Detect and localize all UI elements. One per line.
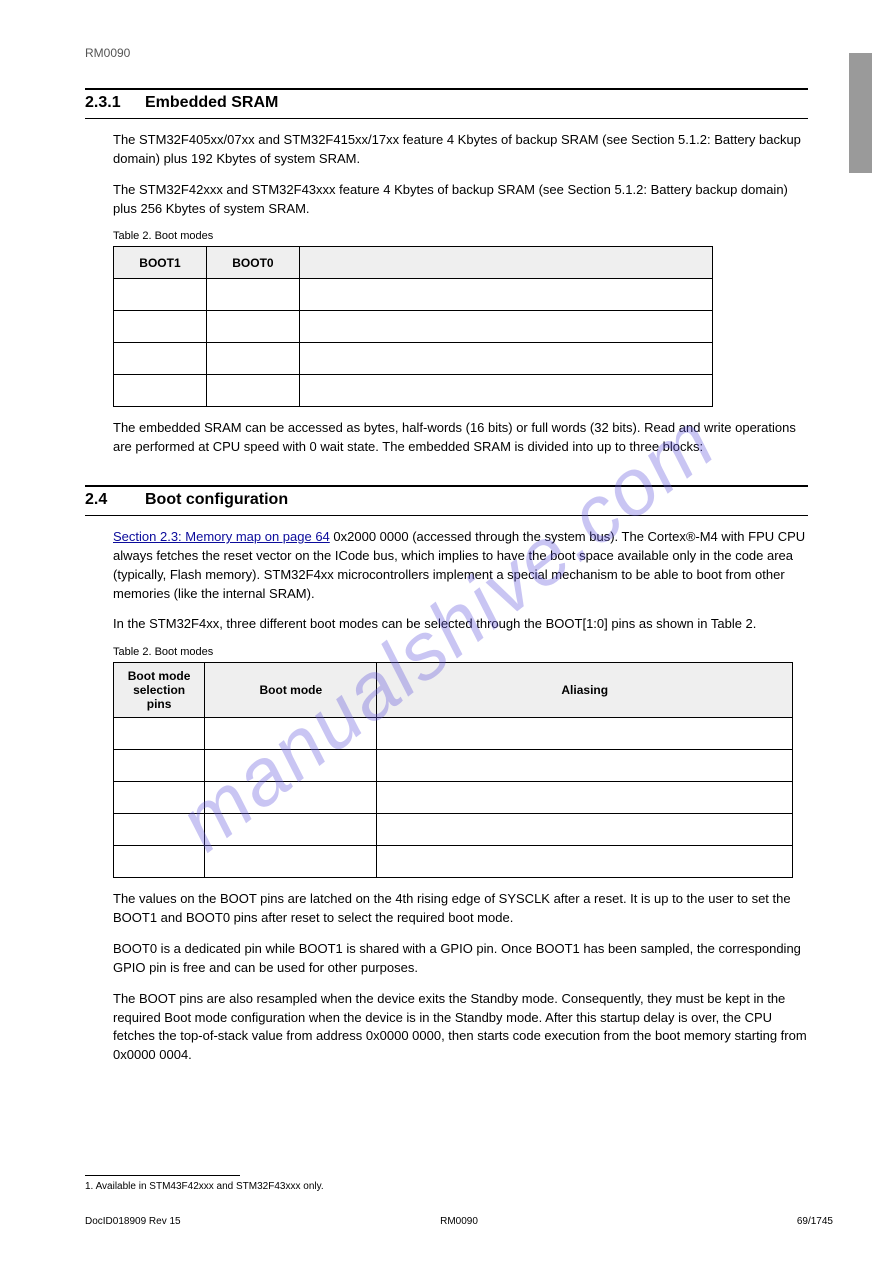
table-header-cell: BOOT1 xyxy=(114,247,207,279)
table-row xyxy=(114,311,713,343)
table-row xyxy=(114,279,713,311)
table-boot-modes-2: Boot mode selection pins Boot mode Alias… xyxy=(113,662,793,878)
paragraph: The BOOT pins are also resampled when th… xyxy=(85,990,808,1065)
table-header-cell: BOOT0 xyxy=(206,247,299,279)
table-row xyxy=(114,814,793,846)
table-caption: Table 2. Boot modes xyxy=(113,646,808,658)
section-heading-row: 2.3.1 Embedded SRAM xyxy=(85,90,808,118)
breadcrumb: RM0090 xyxy=(85,0,808,60)
paragraph: The values on the BOOT pins are latched … xyxy=(85,890,808,928)
table-row xyxy=(114,375,713,407)
footer-right: 69/1745 xyxy=(797,1216,833,1227)
paragraph: The STM32F405xx/07xx and STM32F415xx/17x… xyxy=(85,131,808,169)
table-header-cell xyxy=(299,247,712,279)
section-2-4: 2.4 Boot configuration Section 2.3: Memo… xyxy=(85,485,808,1065)
table-row xyxy=(114,782,793,814)
footer-center: RM0090 xyxy=(85,1216,833,1227)
table-boot-modes-1: BOOT1 BOOT0 xyxy=(113,246,713,407)
section-rule-bottom xyxy=(85,515,808,516)
table-row xyxy=(114,750,793,782)
footnote-text: 1. Available in STM43F42xxx and STM32F43… xyxy=(85,1180,324,1193)
footnotes: 1. Available in STM43F42xxx and STM32F43… xyxy=(85,1175,324,1193)
table-header-cell: Boot mode selection pins xyxy=(114,663,205,718)
table-row xyxy=(114,343,713,375)
paragraph: In the STM32F4xx, three different boot m… xyxy=(85,615,808,634)
section-rule-bottom xyxy=(85,118,808,119)
paragraph: The embedded SRAM can be accessed as byt… xyxy=(85,419,808,457)
page: manualshive.com RM0090 2.3.1 Embedded SR… xyxy=(0,0,893,1263)
table-header-row: Boot mode selection pins Boot mode Alias… xyxy=(114,663,793,718)
footnote-rule xyxy=(85,1175,240,1176)
section-title: Embedded SRAM xyxy=(145,94,278,112)
section-heading-row: 2.4 Boot configuration xyxy=(85,487,808,515)
section-title: Boot configuration xyxy=(145,491,288,509)
cross-ref-link[interactable]: Section 2.3: Memory map on page 64 xyxy=(113,529,330,544)
table-header-cell: Aliasing xyxy=(377,663,793,718)
paragraph-with-link: Section 2.3: Memory map on page 64 0x200… xyxy=(85,528,808,603)
table-header-cell: Boot mode xyxy=(205,663,377,718)
section-number: 2.4 xyxy=(85,491,145,509)
section-2-3-1: 2.3.1 Embedded SRAM The STM32F405xx/07xx… xyxy=(85,88,808,457)
table-row xyxy=(114,718,793,750)
table-header-row: BOOT1 BOOT0 xyxy=(114,247,713,279)
paragraph: The STM32F42xxx and STM32F43xxx feature … xyxy=(85,181,808,219)
paragraph: BOOT0 is a dedicated pin while BOOT1 is … xyxy=(85,940,808,978)
table-row xyxy=(114,846,793,878)
section-number: 2.3.1 xyxy=(85,94,145,112)
side-tab xyxy=(849,53,872,173)
breadcrumb-left: RM0090 xyxy=(85,46,130,60)
table-caption: Table 2. Boot modes xyxy=(113,230,808,242)
